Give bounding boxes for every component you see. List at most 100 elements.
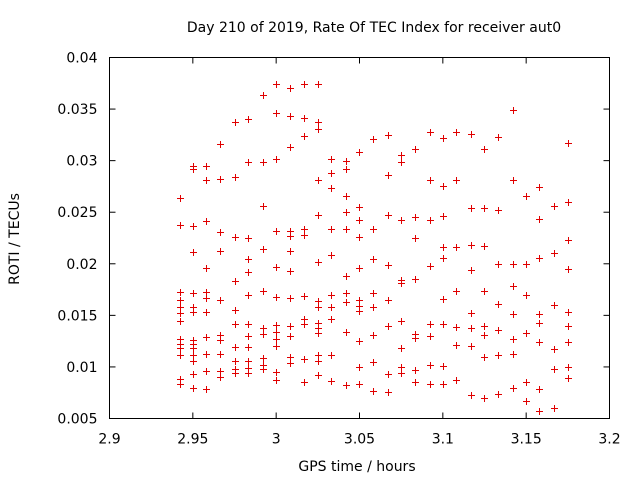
data-point (481, 395, 488, 402)
data-point (481, 288, 488, 295)
data-point (412, 379, 419, 386)
data-point (427, 177, 434, 184)
data-point (495, 207, 502, 214)
data-point (510, 261, 517, 268)
data-point (245, 344, 252, 351)
data-point (232, 358, 239, 365)
data-point (356, 149, 363, 156)
data-point (273, 329, 280, 336)
data-point (203, 351, 210, 358)
data-point (177, 297, 184, 304)
data-point (260, 331, 267, 338)
data-point (343, 166, 350, 173)
data-point (427, 263, 434, 270)
data-points (177, 81, 572, 415)
data-point (315, 259, 322, 266)
data-point (217, 176, 224, 183)
data-point (232, 321, 239, 328)
data-point (370, 290, 377, 297)
data-point (523, 379, 530, 386)
data-point (356, 204, 363, 211)
data-point (440, 213, 447, 220)
data-point (510, 283, 517, 290)
data-point (287, 360, 294, 367)
data-point (260, 366, 267, 373)
data-point (565, 237, 572, 244)
data-point (315, 177, 322, 184)
data-point (328, 170, 335, 177)
data-point (343, 299, 350, 306)
axis-ticks: 2.9 2.95 3 3.05 3.1 3.15 3.2 0.005 0.01 0.015 0.02… (57, 51, 620, 448)
data-point (232, 307, 239, 314)
data-point (356, 364, 363, 371)
data-point (412, 276, 419, 283)
data-point (301, 321, 308, 328)
data-point (260, 325, 267, 332)
data-point (495, 327, 502, 334)
data-point (536, 408, 543, 415)
x-tick-label: 2.9 (98, 432, 120, 448)
data-point (427, 333, 434, 340)
data-point (301, 133, 308, 140)
x-tick-label: 3.05 (344, 432, 375, 448)
data-point (536, 184, 543, 191)
data-point (370, 256, 377, 263)
data-point (385, 172, 392, 179)
data-point (343, 382, 350, 389)
data-point (315, 358, 322, 365)
data-point (177, 222, 184, 229)
data-point (287, 323, 294, 330)
data-point (536, 386, 543, 393)
data-point (510, 311, 517, 318)
y-tick-label: 0.035 (57, 102, 97, 118)
data-point (481, 323, 488, 330)
data-point (287, 354, 294, 361)
data-point (510, 107, 517, 114)
data-point (177, 381, 184, 388)
data-point (495, 261, 502, 268)
data-point (287, 295, 294, 302)
data-point (328, 304, 335, 311)
data-point (510, 351, 517, 358)
data-point (427, 217, 434, 224)
data-point (177, 289, 184, 296)
data-point (523, 398, 530, 405)
data-point (481, 243, 488, 250)
data-point (328, 292, 335, 299)
data-point (468, 325, 475, 332)
data-point (356, 265, 363, 272)
data-point (245, 321, 252, 328)
data-point (245, 256, 252, 263)
data-point (273, 369, 280, 376)
chart-title: Day 210 of 2019, Rate Of TEC Index for r… (187, 20, 561, 36)
data-point (260, 246, 267, 253)
data-point (315, 352, 322, 359)
data-point (565, 266, 572, 273)
data-point (510, 336, 517, 343)
data-point (190, 385, 197, 392)
data-point (453, 288, 460, 295)
data-point (370, 359, 377, 366)
data-point (510, 177, 517, 184)
x-tick-label: 3 (272, 432, 281, 448)
data-point (232, 234, 239, 241)
data-point (343, 226, 350, 233)
data-point (190, 290, 197, 297)
data-point (427, 129, 434, 136)
data-point (260, 203, 267, 210)
data-point (301, 232, 308, 239)
data-point (481, 146, 488, 153)
x-tick-label: 3.2 (598, 432, 620, 448)
data-point (536, 216, 543, 223)
y-axis-label: ROTI / TECUs (7, 193, 23, 285)
data-point (245, 159, 252, 166)
data-point (203, 295, 210, 302)
data-point (287, 333, 294, 340)
data-point (217, 229, 224, 236)
x-tick-label: 2.95 (177, 432, 208, 448)
data-point (481, 354, 488, 361)
data-point (536, 255, 543, 262)
data-point (343, 273, 350, 280)
data-point (440, 183, 447, 190)
y-tick-label: 0.03 (66, 154, 97, 170)
